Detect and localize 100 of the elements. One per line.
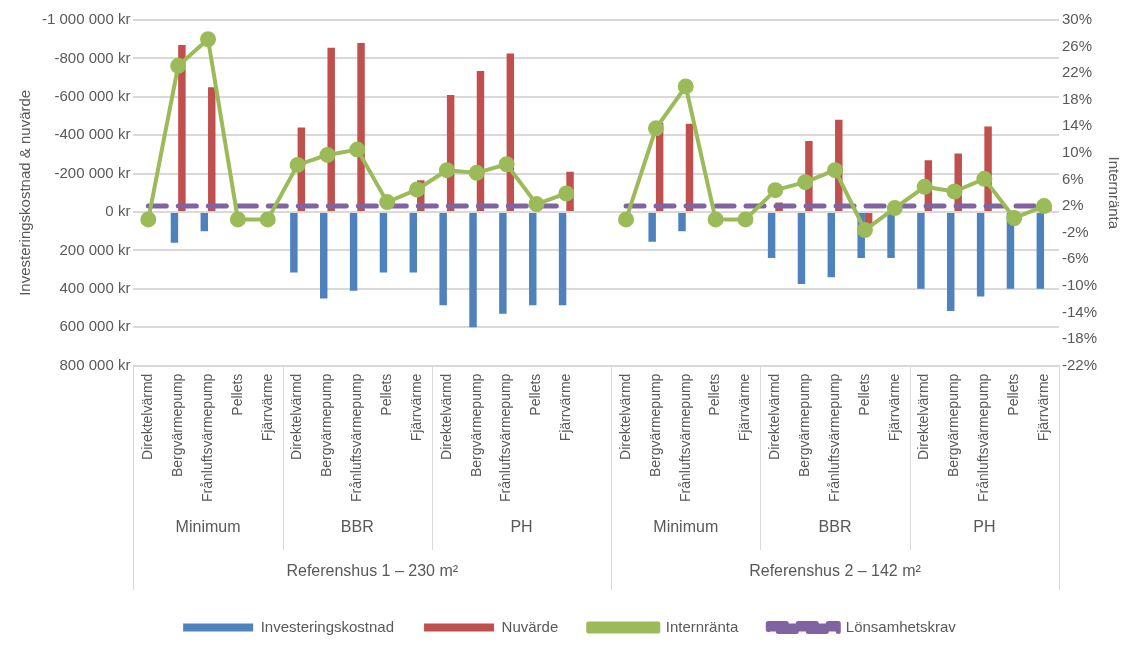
x-tick-label: Fjärrvärme [557, 373, 574, 442]
point [677, 78, 694, 95]
legend-label: Internränta [665, 617, 739, 635]
x-tick-label: Direktelvärmd [288, 373, 305, 460]
y2-axis-title: Internränta [1105, 156, 1123, 230]
y2-tick-label: 26% [1061, 36, 1093, 54]
bar [499, 213, 507, 314]
point [618, 211, 635, 228]
point [528, 196, 545, 213]
y-tick-label: -400 000 kr [54, 125, 131, 143]
y-tick-label: 800 000 kr [59, 355, 131, 373]
point [647, 120, 664, 137]
x-tick-label: Fjärrvärme [407, 373, 424, 442]
legend-label: Lönsamhetskrav [845, 617, 957, 635]
x-tick-label: Direktelvärmd [139, 373, 156, 460]
bar [648, 213, 656, 242]
x-tick-label: Frånluftsvärmepump [348, 373, 365, 503]
bar [170, 213, 179, 243]
y2-tick-label: 14% [1061, 116, 1093, 134]
y2-tick-label: -6% [1061, 249, 1089, 267]
y-tick-label: 0 kr [105, 202, 131, 220]
point [200, 31, 217, 48]
bar [439, 213, 447, 306]
y-tick-label: 600 000 kr [59, 317, 131, 335]
y-tick-label: 200 000 kr [59, 240, 131, 258]
point [1036, 198, 1053, 215]
y-tick-label: 400 000 kr [59, 278, 131, 296]
text: Referenshus 2 – 142 m² [749, 562, 922, 580]
bar [208, 87, 216, 212]
legend-label: Nuvärde [501, 617, 559, 635]
x-tick-label: Bergvärmepump [467, 373, 484, 478]
text: PH [510, 518, 533, 536]
point [409, 181, 426, 198]
bar [558, 213, 567, 306]
y2-tick-label: 22% [1061, 63, 1093, 81]
y2-tick-label: 18% [1061, 89, 1093, 107]
bar [290, 213, 298, 273]
point [707, 211, 724, 228]
text: BBR [818, 518, 852, 536]
point [767, 182, 784, 199]
point [946, 183, 963, 200]
bar [947, 213, 955, 311]
x-tick-label: Direktelvärmd [437, 373, 454, 460]
text: Minimum [175, 518, 241, 536]
y-tick-label: -800 000 kr [54, 48, 131, 66]
x-tick-label: Pellets [706, 373, 723, 416]
x-tick-label: Direktelvärmd [766, 373, 783, 460]
x-tick-label: Frånluftsvärmepump [975, 373, 992, 503]
point [856, 222, 873, 239]
x-tick-label: Frånluftsvärmepump [825, 373, 842, 503]
point [349, 141, 366, 158]
text: Referenshus 1 – 230 m² [286, 562, 459, 580]
text: Minimum [653, 518, 719, 536]
bar [469, 213, 477, 328]
bar [797, 213, 806, 285]
x-tick-label: Bergvärmepump [646, 373, 663, 478]
y-axis-title: Investeringskostnad & nuvärde [16, 89, 34, 296]
point [379, 194, 396, 211]
bar [409, 213, 418, 273]
y2-tick-label: 10% [1061, 143, 1093, 161]
point [319, 146, 336, 163]
y2-tick-label: -22% [1061, 355, 1098, 373]
point [259, 211, 276, 228]
y2-tick-label: -2% [1061, 222, 1089, 240]
y2-tick-label: -14% [1061, 302, 1098, 320]
x-tick-label: Pellets [378, 373, 395, 416]
point [140, 211, 157, 228]
point [558, 185, 575, 202]
bar [379, 213, 388, 273]
x-tick-label: Pellets [228, 373, 245, 416]
point [170, 57, 187, 74]
x-tick-label: Direktelvärmd [616, 373, 633, 460]
point [797, 174, 814, 191]
point [976, 170, 993, 187]
x-tick-label: Direktelvärmd [915, 373, 932, 460]
point [438, 162, 455, 179]
bar [976, 213, 985, 297]
bar [887, 213, 895, 259]
y-tick-label: -600 000 kr [54, 86, 131, 104]
y2-tick-label: 6% [1061, 169, 1084, 187]
x-tick-label: Pellets [855, 373, 872, 416]
y-tick-label: -200 000 kr [54, 163, 131, 181]
x-tick-label: Bergvärmepump [169, 373, 186, 478]
y-tick-label: -1 000 000 kr [42, 10, 131, 28]
x-tick-label: Fjärrvärme [885, 373, 902, 442]
point [468, 164, 485, 181]
text: BBR [340, 518, 374, 536]
point [827, 162, 844, 179]
x-tick-label: Fjärrvärme [736, 373, 753, 442]
x-tick-label: Pellets [1005, 373, 1022, 416]
point [737, 211, 754, 228]
point [289, 156, 306, 173]
x-tick-label: Frånluftsvärmepump [676, 373, 693, 503]
y2-tick-label: -18% [1061, 329, 1098, 347]
bar [917, 213, 925, 289]
legend-label: Investeringskostnad [260, 617, 395, 635]
text: PH [973, 518, 996, 536]
y2-tick-label: -10% [1061, 276, 1098, 293]
bar [767, 213, 776, 259]
x-tick-label: Fjärrvärme [258, 373, 275, 442]
